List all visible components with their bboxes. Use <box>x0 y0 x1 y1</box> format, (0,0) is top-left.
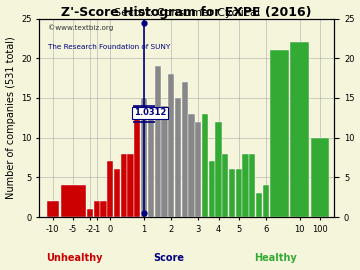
Bar <box>87 209 93 217</box>
Bar <box>202 114 208 217</box>
Text: Unhealthy: Unhealthy <box>46 253 103 263</box>
Title: Z'-Score Histogram for EXPE (2016): Z'-Score Histogram for EXPE (2016) <box>62 6 312 19</box>
Bar <box>100 201 107 217</box>
Bar <box>94 201 100 217</box>
Text: Healthy: Healthy <box>254 253 297 263</box>
Bar <box>60 185 86 217</box>
Bar <box>181 82 188 217</box>
Bar <box>114 169 120 217</box>
Bar <box>134 106 140 217</box>
Bar <box>127 154 134 217</box>
Text: ©www.textbiz.org: ©www.textbiz.org <box>48 25 113 31</box>
Y-axis label: Number of companies (531 total): Number of companies (531 total) <box>5 36 15 199</box>
Bar <box>195 122 201 217</box>
Bar <box>229 169 235 217</box>
Bar <box>121 154 127 217</box>
Text: 1.0312: 1.0312 <box>134 109 166 117</box>
Text: The Research Foundation of SUNY: The Research Foundation of SUNY <box>48 44 170 50</box>
Bar <box>243 154 249 217</box>
Bar <box>311 138 329 217</box>
Bar <box>209 161 215 217</box>
Bar <box>168 74 174 217</box>
Bar <box>46 201 59 217</box>
Bar <box>175 98 181 217</box>
Bar <box>148 114 154 217</box>
Bar <box>236 169 242 217</box>
Bar <box>256 193 262 217</box>
Bar <box>291 42 309 217</box>
Bar <box>215 122 222 217</box>
Bar <box>222 154 228 217</box>
Bar <box>141 98 147 217</box>
Text: Sector: Consumer Cyclical: Sector: Consumer Cyclical <box>114 8 260 18</box>
Bar <box>270 50 289 217</box>
Bar <box>107 161 113 217</box>
Bar <box>188 114 195 217</box>
Bar <box>154 66 161 217</box>
Bar <box>263 185 269 217</box>
Bar <box>161 106 167 217</box>
Bar <box>249 154 256 217</box>
Text: Score: Score <box>153 253 185 263</box>
